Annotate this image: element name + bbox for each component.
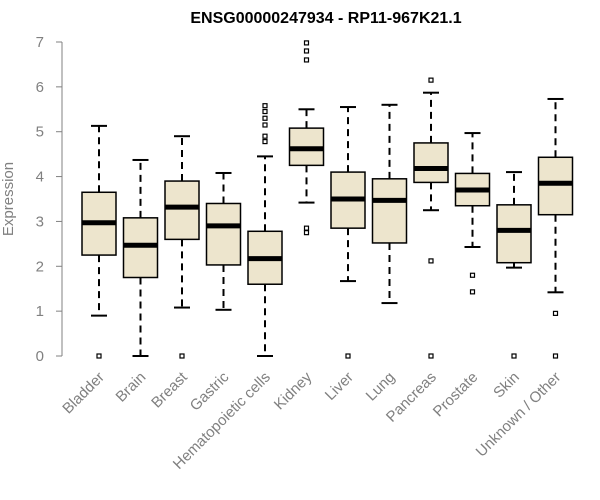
x-label-liver: Liver [322,369,357,404]
x-label-breast: Breast [148,368,191,411]
y-tick-label-7: 7 [36,34,44,51]
outlier-skin-0 [511,353,517,359]
y-tick-label-0: 0 [36,348,44,365]
x-label-lung: Lung [363,369,399,405]
x-label-brain: Brain [113,369,150,406]
outlier-unknown-other-1 [552,353,559,359]
y-tick-label-6: 6 [36,79,44,96]
box-kidney [288,40,325,236]
iqr-box-skin [496,204,532,264]
outlier-pancreas-0 [428,77,434,83]
y-tick-label-5: 5 [36,124,44,141]
iqr-box-breast [164,180,200,241]
box-prostate [454,132,491,295]
outlier-hematopoietic-cells-1 [262,133,268,139]
outlier-kidney-1 [303,225,310,231]
box-breast [164,135,200,359]
boxes-group [81,40,574,359]
y-axis-title: Expression [0,162,17,236]
iqr-box-unknown-other [537,156,574,216]
box-lung [371,103,408,305]
box-pancreas [413,77,449,359]
box-hematopoietic-cells [247,103,283,357]
iqr-box-pancreas [413,142,449,184]
iqr-box-lung [371,178,408,244]
outlier-prostate-1 [469,289,476,295]
y-tick-label-3: 3 [36,213,44,230]
outlier-hematopoietic-cells-2 [262,122,268,128]
box-skin [496,171,532,359]
outlier-hematopoietic-cells-0 [262,138,268,145]
box-liver [330,106,366,359]
iqr-box-gastric [205,202,242,266]
y-tick-label-1: 1 [36,303,44,320]
x-label-prostate: Prostate [430,369,482,421]
box-brain [122,158,159,357]
y-axis: 0 1 2 3 4 5 6 7 [36,34,63,365]
outlier-kidney-2 [303,57,310,63]
y-tick-label-4: 4 [36,169,44,186]
chart-title: ENSG00000247934 - RP11-967K21.1 [190,10,461,27]
x-label-skin: Skin [490,369,523,402]
x-label-kidney: Kidney [271,368,316,413]
x-label-bladder: Bladder [59,369,108,418]
box-unknown-other [537,97,574,359]
outlier-prostate-0 [469,272,476,278]
outlier-breast-0 [179,353,185,359]
outlier-liver-0 [345,353,351,359]
outlier-kidney-0 [303,230,310,236]
outlier-bladder-0 [96,353,102,359]
outlier-kidney-4 [303,40,310,46]
outlier-hematopoietic-cells-4 [262,108,268,115]
outlier-unknown-other-0 [552,310,559,316]
outlier-pancreas-2 [428,353,434,359]
outlier-pancreas-1 [428,258,434,264]
y-tick-label-2: 2 [36,258,44,275]
box-bladder [81,124,117,359]
outlier-kidney-3 [303,48,310,54]
box-gastric [205,171,242,311]
outlier-hematopoietic-cells-5 [262,103,268,109]
outlier-hematopoietic-cells-3 [262,115,268,121]
